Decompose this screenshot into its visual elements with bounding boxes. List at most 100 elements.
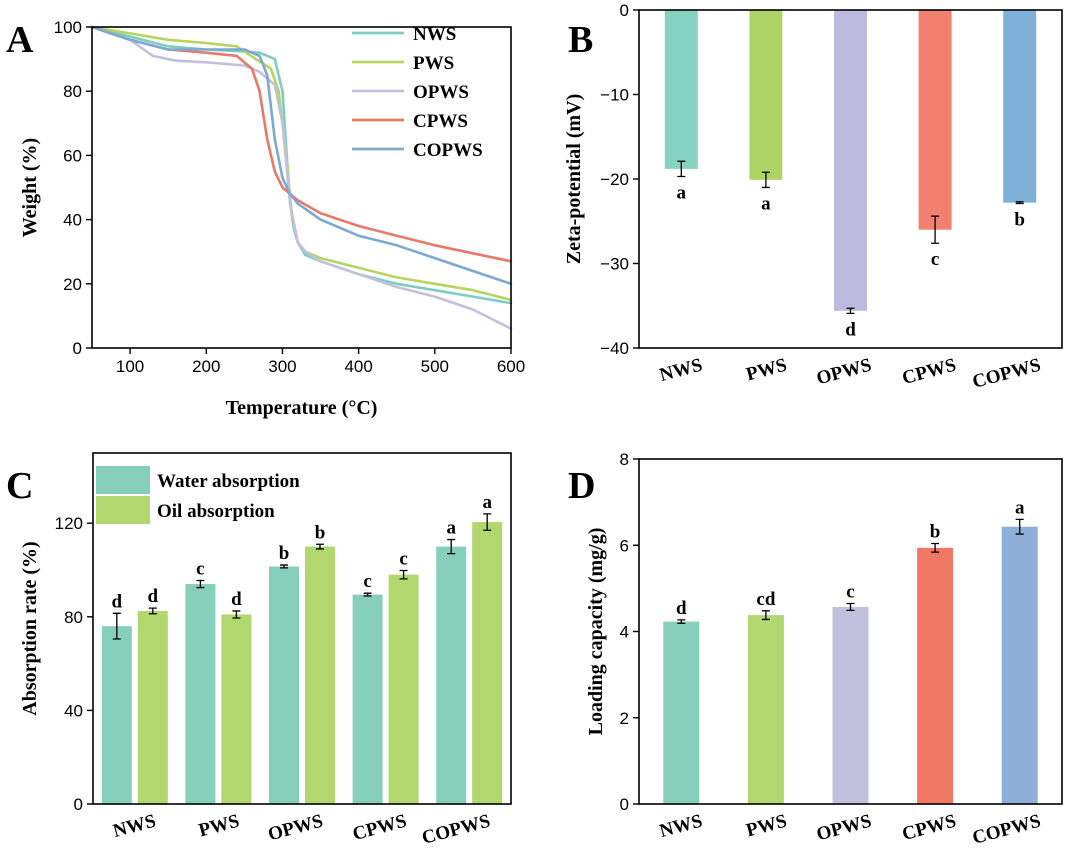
bar-pws-water <box>185 584 216 804</box>
y-tick-label: 6 <box>620 536 629 555</box>
y-tick-label: −30 <box>600 255 629 274</box>
y-tick-label: 8 <box>620 450 629 469</box>
series-line-cpws <box>90 25 513 263</box>
y-tick-label: 0 <box>74 795 83 814</box>
error-bar <box>148 607 157 615</box>
bar-nws <box>663 621 700 804</box>
legend-label: PWS <box>413 53 454 74</box>
bar-copws-oil <box>472 522 503 804</box>
y-tick-label: −20 <box>600 170 629 189</box>
x-tick-label: 100 <box>116 357 144 376</box>
x-tick-label: 500 <box>421 357 449 376</box>
y-tick-label: 0 <box>620 795 629 814</box>
category-label: CPWS <box>350 811 408 845</box>
error-bar <box>677 160 686 178</box>
category-label: PWS <box>744 811 789 842</box>
category-label: PWS <box>744 355 789 386</box>
significance-letter: cd <box>756 589 775 610</box>
significance-letter: d <box>845 319 856 340</box>
y-tick-label: 0 <box>73 339 82 358</box>
category-label: NWS <box>657 811 704 842</box>
significance-letter: b <box>930 522 941 543</box>
bar-pws <box>749 10 783 180</box>
y-tick-label: −10 <box>600 86 629 105</box>
significance-letter: c <box>399 548 407 569</box>
y-tick-label: 100 <box>54 18 82 37</box>
y-tick-label: 20 <box>63 275 82 294</box>
bar-nws-water <box>101 626 132 804</box>
x-axis-label-a: Temperature (°C) <box>226 397 378 419</box>
y-axis-label-a: Weight (%) <box>19 138 41 237</box>
significance-letter: c <box>196 559 204 580</box>
significance-letter: a <box>761 193 771 214</box>
legend-label: Water absorption <box>157 471 300 492</box>
y-axis-label-c: Absorption rate (%) <box>19 541 41 715</box>
significance-letter: b <box>279 543 290 564</box>
y-tick-label: 40 <box>63 211 82 230</box>
error-bar <box>112 612 121 640</box>
error-bar <box>846 307 855 315</box>
error-bar <box>232 610 241 619</box>
legend-label: Oil absorption <box>157 501 275 522</box>
category-label: OPWS <box>814 811 873 846</box>
bar-cpws-water <box>352 594 383 804</box>
bar-opws-oil <box>305 546 335 804</box>
category-label: COPWS <box>970 811 1043 849</box>
y-tick-label: 40 <box>64 701 83 720</box>
error-bar <box>1015 518 1024 535</box>
significance-letter: a <box>482 492 492 513</box>
panel-a: A 100 200 300 400 500 600 0 20 40 60 80 100 Temperatu… <box>6 18 525 419</box>
legend-a: NWS PWS OPWS CPWS COPWS <box>352 24 483 161</box>
category-label: CPWS <box>900 811 958 845</box>
error-bar <box>196 579 205 589</box>
legend-swatch <box>96 496 150 524</box>
y-axis-label-d: Loading capacity (mg/g) <box>585 528 607 736</box>
panel-d: Dd NWS cd PWS c OPWS b CPWS a COPWS 0 2 4 6 8 Loading c… <box>568 450 1063 849</box>
bar-pws <box>747 615 784 804</box>
significance-letter: d <box>112 591 123 612</box>
panel-letter-d: D <box>568 465 595 507</box>
error-bar <box>447 538 456 555</box>
panel-letter-c: C <box>6 465 33 507</box>
x-tick-label: 200 <box>192 357 220 376</box>
significance-letter: d <box>676 598 687 619</box>
category-label: OPWS <box>266 811 325 846</box>
error-bar <box>363 592 372 597</box>
y-axis-label-b: Zeta-potential (mV) <box>563 94 585 265</box>
bar-copws <box>1003 10 1037 203</box>
significance-letter: d <box>148 586 159 607</box>
x-tick-label: 600 <box>497 357 525 376</box>
x-tick-label: 400 <box>344 357 372 376</box>
y-tick-label: 80 <box>64 608 83 627</box>
error-bar <box>846 602 855 612</box>
significance-letter: b <box>315 522 326 543</box>
error-bar <box>1015 201 1024 205</box>
category-label: CPWS <box>900 355 958 389</box>
bar-pws-oil <box>221 614 252 804</box>
error-bar <box>761 610 770 621</box>
y-tick-label: 0 <box>620 1 629 20</box>
y-tick-label: −40 <box>600 339 629 358</box>
legend-label: OPWS <box>413 82 469 103</box>
error-bar <box>931 215 940 244</box>
error-bar <box>483 513 492 531</box>
significance-letter: d <box>231 589 242 610</box>
legend-label: CPWS <box>413 111 468 132</box>
category-label: NWS <box>657 355 704 386</box>
bar-cpws <box>918 10 952 230</box>
bar-opws <box>834 10 867 311</box>
error-bar <box>399 569 408 580</box>
error-bar <box>677 619 686 624</box>
category-label: COPWS <box>420 811 493 849</box>
series-line-opws <box>90 25 513 331</box>
y-tick-label: 60 <box>63 146 82 165</box>
plot-frame-a <box>91 26 512 349</box>
y-tick-label: 120 <box>55 514 83 533</box>
bar-opws <box>832 606 869 804</box>
bar-cpws <box>917 547 954 804</box>
error-bar <box>931 542 940 553</box>
panel-b: Ba NWS a PWS d OPWS c CPWS b COPWS 0 −10 −20 −30 −40 Ze… <box>563 1 1063 393</box>
error-bar <box>280 564 288 569</box>
category-label: COPWS <box>970 355 1043 393</box>
